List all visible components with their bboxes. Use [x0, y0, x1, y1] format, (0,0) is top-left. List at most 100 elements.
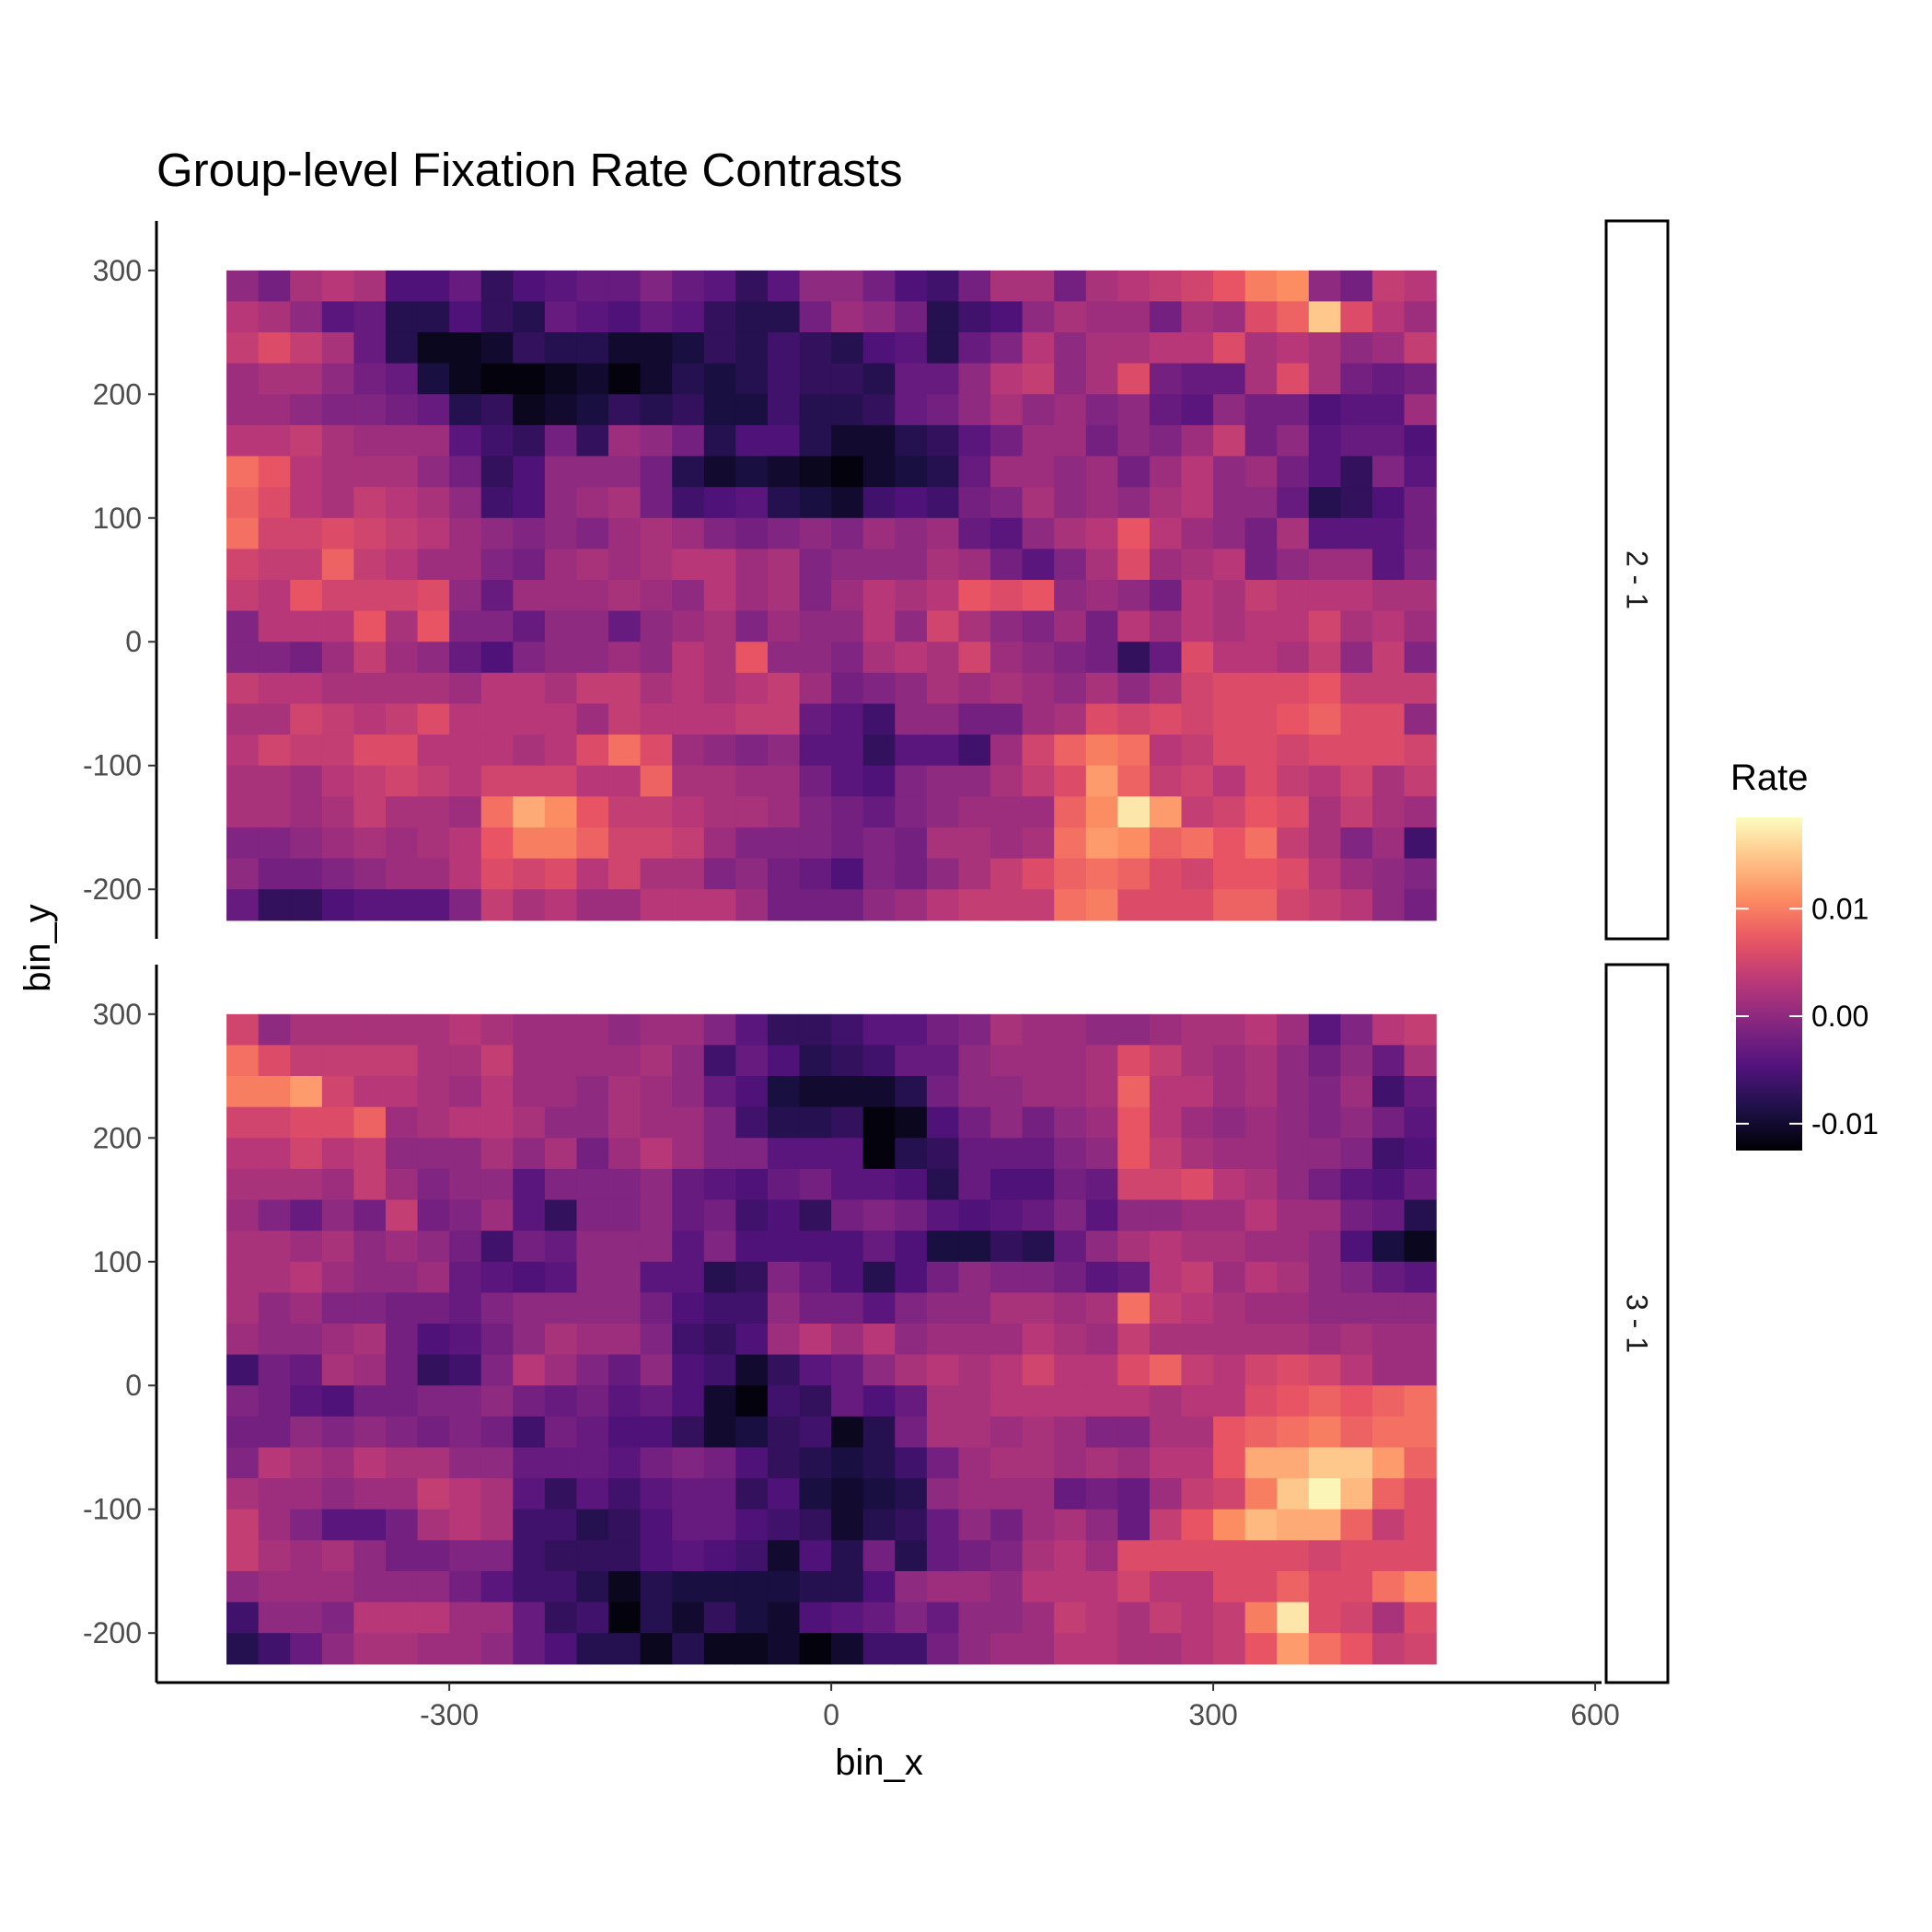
heatmap-tile — [1085, 1168, 1118, 1201]
heatmap-tile — [321, 456, 354, 488]
heatmap-tile — [1213, 394, 1246, 426]
heatmap-tile — [862, 672, 896, 705]
heatmap-tile — [449, 642, 482, 674]
heatmap-tile — [1117, 1385, 1151, 1417]
heatmap-tile — [926, 889, 960, 921]
heatmap-tile — [1404, 1168, 1437, 1201]
heatmap-tile — [1213, 1138, 1246, 1170]
heatmap-tile — [1308, 301, 1342, 333]
heatmap-tile — [735, 1633, 769, 1665]
heatmap-tile — [417, 610, 450, 642]
heatmap-tile — [321, 1168, 354, 1201]
heatmap-tile — [1308, 1602, 1342, 1634]
heatmap-tile — [1022, 610, 1055, 642]
heatmap-tile — [290, 1261, 323, 1293]
facet-strip-label: 3 - 1 — [1621, 1294, 1654, 1353]
heatmap-tile — [735, 703, 769, 735]
heatmap-tile — [926, 1076, 960, 1108]
heatmap-tile — [767, 1324, 801, 1356]
heatmap-tile — [799, 1261, 832, 1293]
heatmap-tile — [513, 1292, 546, 1325]
heatmap-tile — [544, 424, 578, 457]
heatmap-tile — [1181, 1292, 1214, 1325]
heatmap-tile — [1213, 487, 1246, 519]
heatmap-tile — [799, 1602, 832, 1634]
heatmap-tile — [990, 580, 1024, 612]
heatmap-tile — [290, 1231, 323, 1263]
heatmap-tile — [767, 487, 801, 519]
heatmap-tile — [1085, 642, 1118, 674]
heatmap-tile — [576, 456, 609, 488]
heatmap-tile — [449, 1292, 482, 1325]
heatmap-tile — [703, 1076, 736, 1108]
heatmap-tile — [831, 270, 864, 303]
heatmap-tile — [449, 1385, 482, 1417]
heatmap-tile — [831, 858, 864, 890]
heatmap-tile — [926, 363, 960, 395]
heatmap-tile — [767, 642, 801, 674]
heatmap-tile — [1054, 1540, 1087, 1572]
heatmap-tile — [1149, 301, 1183, 333]
heatmap-tile — [258, 1633, 291, 1665]
heatmap-tile — [480, 424, 514, 457]
heatmap-tile — [480, 1138, 514, 1170]
heatmap-tile — [290, 1199, 323, 1232]
heatmap-tile — [226, 1602, 260, 1634]
heatmap-tile — [958, 642, 991, 674]
heatmap-tile — [1181, 703, 1214, 735]
heatmap-tile — [480, 332, 514, 364]
heatmap-tile — [640, 1570, 673, 1603]
heatmap-tile — [544, 642, 578, 674]
heatmap-tile — [1022, 1570, 1055, 1603]
heatmap-tile — [1372, 1416, 1406, 1449]
heatmap-tile — [1054, 610, 1087, 642]
heatmap-tile — [608, 394, 642, 426]
heatmap-tile — [958, 1045, 991, 1077]
heatmap-tile — [1340, 1045, 1373, 1077]
heatmap-tile — [1213, 1292, 1246, 1325]
heatmap-tile — [321, 517, 354, 550]
heatmap-tile — [608, 487, 642, 519]
heatmap-tile — [1213, 735, 1246, 767]
heatmap-tile — [608, 517, 642, 550]
heatmap-tile — [1149, 1447, 1183, 1479]
heatmap-tile — [1022, 270, 1055, 303]
heatmap-tile — [513, 332, 546, 364]
heatmap-tile — [353, 827, 387, 860]
heatmap-tile — [703, 735, 736, 767]
heatmap-tile — [417, 332, 450, 364]
heatmap-tile — [290, 1385, 323, 1417]
heatmap-tile — [1085, 610, 1118, 642]
heatmap-tile — [1340, 332, 1373, 364]
heatmap-tile — [449, 517, 482, 550]
heatmap-tile — [703, 270, 736, 303]
heatmap-tile — [608, 1478, 642, 1510]
heatmap-tile — [1085, 1231, 1118, 1263]
heatmap-tile — [480, 1013, 514, 1047]
heatmap-tile — [576, 332, 609, 364]
heatmap-tile — [544, 1045, 578, 1077]
heatmap-tile — [576, 1199, 609, 1232]
heatmap-tile — [1181, 858, 1214, 890]
heatmap-tile — [1372, 672, 1406, 705]
x-axis: -300 0 300 600 — [156, 1681, 1620, 1731]
heatmap-tile — [226, 332, 260, 364]
heatmap-tile — [895, 1168, 928, 1201]
heatmap-tile — [1149, 672, 1183, 705]
y-tick-label: -200 — [83, 1616, 142, 1649]
heatmap-tile — [417, 1570, 450, 1603]
heatmap-tile — [1054, 1324, 1087, 1356]
heatmap-tile — [1372, 363, 1406, 395]
heatmap-tile — [1213, 610, 1246, 642]
heatmap-tile — [449, 610, 482, 642]
heatmap-tile — [1054, 858, 1087, 890]
heatmap-tile — [990, 1231, 1024, 1263]
heatmap-tile — [735, 1385, 769, 1417]
heatmap-tile — [990, 1509, 1024, 1541]
heatmap-tile — [480, 610, 514, 642]
heatmap-tile — [480, 889, 514, 921]
heatmap-tile — [735, 1292, 769, 1325]
heatmap-tile — [1085, 456, 1118, 488]
heatmap-tile — [385, 332, 419, 364]
heatmap-tile — [926, 270, 960, 303]
